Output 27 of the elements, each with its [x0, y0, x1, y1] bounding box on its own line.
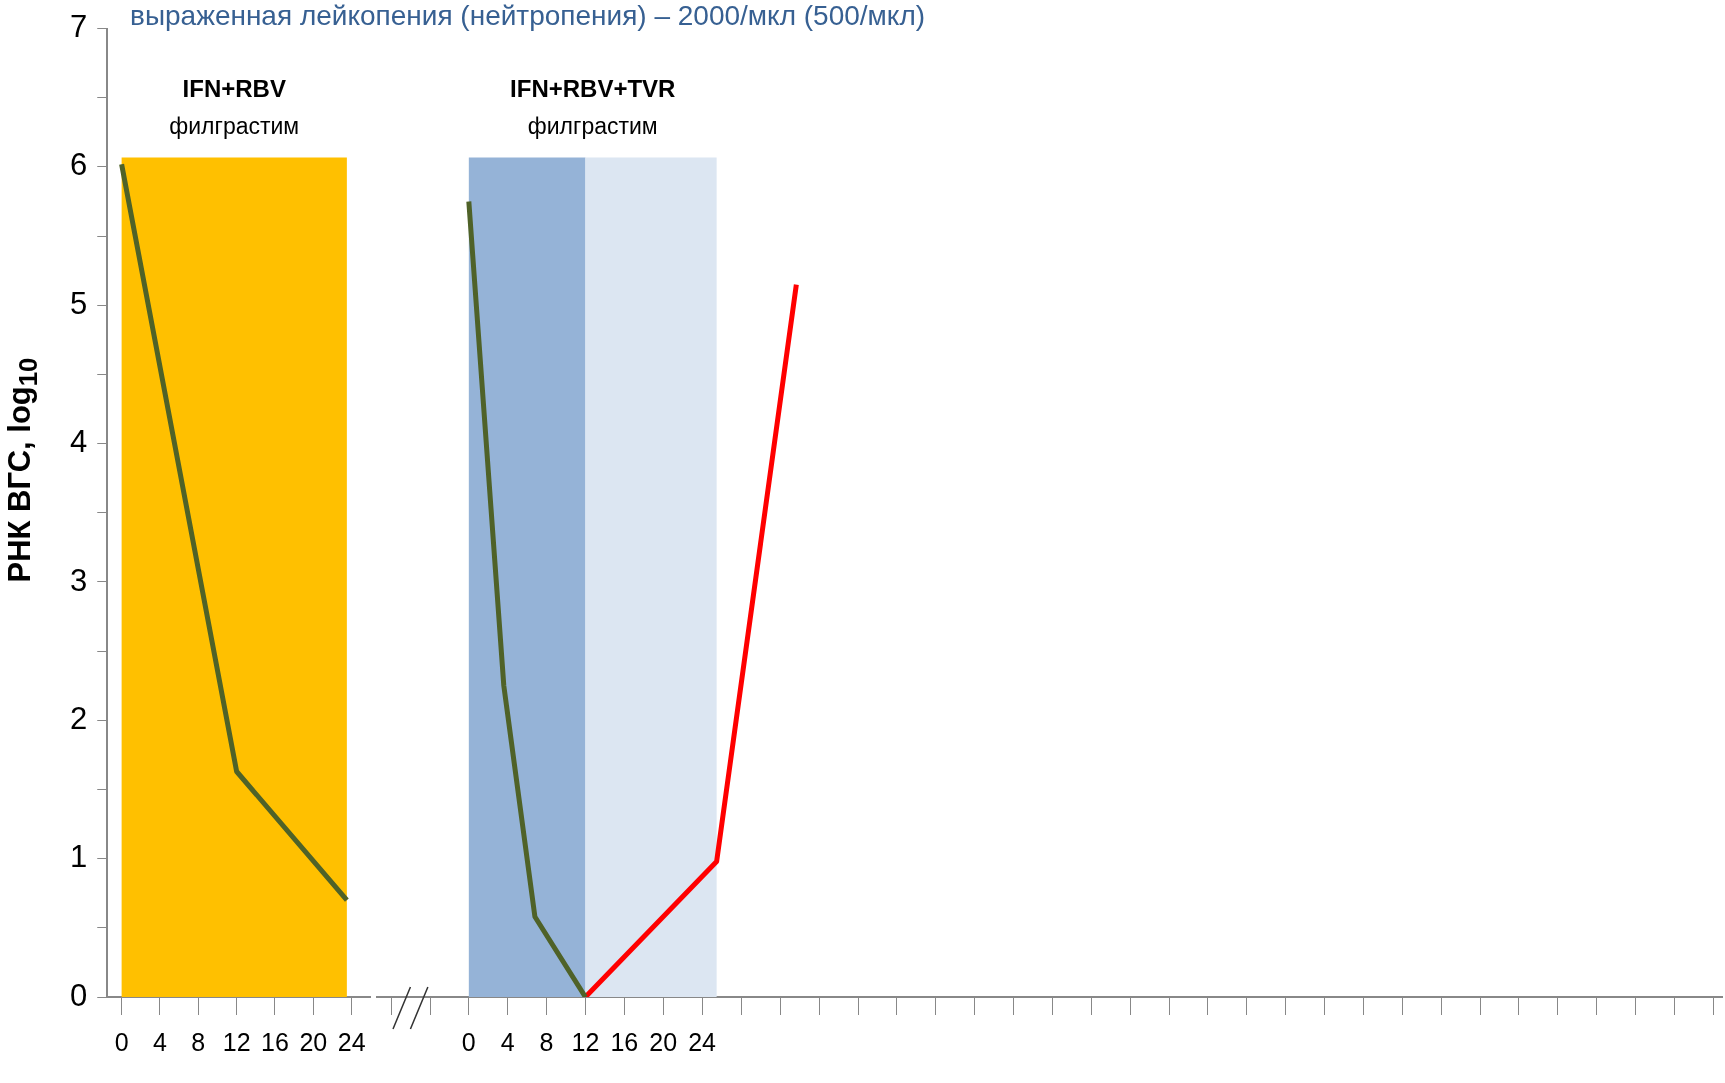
y-tick-label: 3 [69, 562, 88, 598]
annotation: IFN+RBV+TVR [510, 75, 676, 103]
y-tick-label: 2 [69, 700, 88, 736]
y-tick-label: 6 [69, 147, 88, 183]
text: выраженная лейкопения (нейтропения) – 2000/мкл (500/мкл) [130, 0, 926, 32]
x-tick-label: 24 [337, 1027, 366, 1056]
y-tick-label: 0 [69, 977, 88, 1013]
x-tick-label: 12 [222, 1027, 251, 1056]
x-tick-label: 8 [539, 1027, 554, 1056]
annotation: филграстим [169, 112, 300, 139]
y-tick-label: 5 [69, 285, 88, 321]
x-tick-label: 8 [191, 1027, 206, 1056]
y-tick-label: 7 [69, 9, 88, 45]
x-tick-label: 0 [114, 1027, 129, 1056]
x-tick-label: 0 [461, 1027, 476, 1056]
annotation: IFN+RBV [182, 75, 286, 103]
x-tick-label: 24 [688, 1027, 717, 1056]
x-tick-label: 4 [153, 1027, 168, 1056]
x-tick-label: 20 [649, 1027, 678, 1056]
x-tick-label: 16 [610, 1027, 639, 1056]
x-tick-label: 16 [261, 1027, 289, 1056]
x-tick-label: 12 [571, 1027, 600, 1056]
x-tick-label: 20 [299, 1027, 328, 1056]
y-tick-label: 1 [69, 839, 88, 875]
y-tick-label: 4 [69, 424, 88, 460]
annotation: филграстим [527, 112, 658, 139]
x-tick-label: 4 [500, 1027, 515, 1056]
